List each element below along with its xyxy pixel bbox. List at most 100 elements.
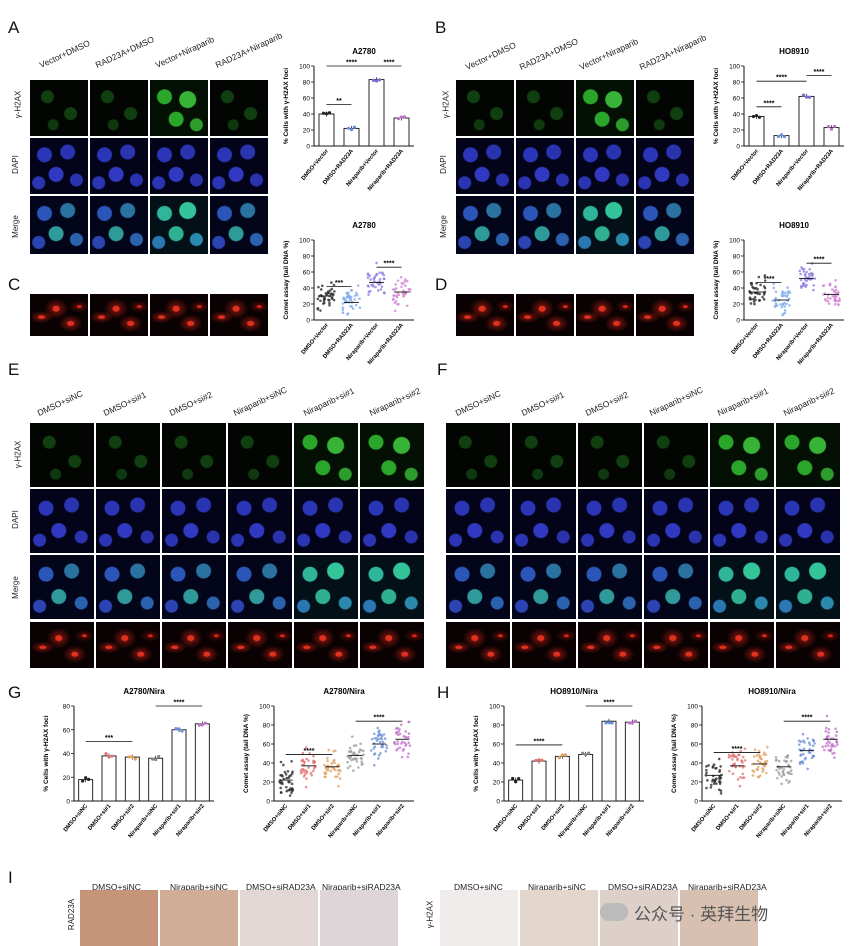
e-dapi-image (30, 489, 94, 553)
data-point (826, 740, 830, 743)
data-point (366, 276, 370, 279)
data-point (330, 762, 333, 765)
a-col-label: Vector+Niraparib (153, 34, 216, 70)
data-point (778, 767, 781, 770)
data-point (328, 289, 332, 292)
data-point (743, 759, 747, 762)
e-merge-image (228, 555, 292, 619)
data-point (797, 739, 801, 743)
data-point (783, 308, 787, 312)
data-point (801, 267, 804, 271)
data-point (358, 748, 362, 752)
data-point (832, 289, 836, 292)
data-point (350, 289, 353, 292)
data-point (808, 747, 812, 751)
b-dapi-image (516, 138, 574, 194)
data-point (756, 765, 760, 769)
data-point (368, 274, 372, 278)
i-ihc-image (80, 890, 158, 946)
y-tick-label: 80 (303, 80, 311, 87)
data-point (798, 761, 802, 764)
data-point (311, 769, 315, 773)
panel-label-f: F (437, 360, 448, 379)
data-point (321, 111, 326, 115)
e-gh2ax-image (360, 423, 424, 487)
data-point (774, 296, 777, 300)
data-point (711, 778, 715, 781)
bar (148, 757, 164, 802)
data-point (338, 768, 341, 772)
data-point (762, 298, 766, 301)
chart-a-comet: A2780 Comet assay (tail DNA %) 0 20 40 60 80 10… (283, 221, 414, 366)
data-point (300, 768, 304, 771)
data-point (377, 757, 380, 760)
data-point (776, 134, 781, 139)
e-comet-image (360, 622, 424, 668)
data-point (736, 778, 740, 781)
significance-label: *** (105, 735, 113, 742)
data-point (307, 759, 310, 762)
data-point (761, 770, 764, 773)
data-point (288, 780, 291, 784)
b-col-label: RAD23A+DMSO (517, 36, 580, 72)
data-point (316, 297, 320, 301)
data-point (344, 297, 347, 301)
e-merge-image (30, 555, 94, 619)
data-point (316, 307, 320, 311)
data-point (731, 772, 735, 776)
f-col-label: DMSO+si#2 (583, 389, 630, 418)
data-point (337, 763, 340, 767)
data-point (727, 756, 731, 759)
data-point (354, 291, 358, 295)
data-point (780, 782, 783, 786)
y-tick-label: 100 (729, 64, 740, 71)
data-point (837, 302, 840, 306)
data-point (329, 292, 333, 296)
data-point (347, 750, 351, 753)
i-ihc-image (520, 890, 598, 946)
data-point (748, 297, 752, 301)
data-point (334, 749, 337, 753)
data-point (833, 756, 836, 760)
data-point (729, 755, 733, 758)
data-point (353, 758, 356, 761)
data-point (754, 114, 759, 118)
significance-label: **** (732, 746, 743, 753)
data-point (380, 271, 384, 274)
data-point (352, 744, 356, 748)
data-point (831, 744, 835, 748)
data-point (774, 755, 778, 759)
y-tick-label: 60 (733, 270, 741, 277)
data-point (330, 287, 334, 291)
data-point (741, 755, 745, 759)
data-point (775, 304, 779, 307)
bar (393, 117, 410, 147)
data-point (305, 771, 308, 775)
x-tick-label: DMSO+si#2 (739, 803, 764, 831)
y-axis-label: Comet assay (tail DNA %) (713, 241, 720, 320)
significance-label: **** (604, 700, 615, 707)
bar (194, 723, 210, 802)
data-point (383, 737, 387, 740)
data-point (302, 760, 306, 764)
data-point (752, 770, 756, 773)
b-dapi-image (576, 138, 634, 194)
data-point (407, 720, 410, 724)
y-axis-label: % Cells with γ-H2AX foci (473, 715, 480, 791)
data-point (357, 750, 361, 754)
data-point (782, 135, 787, 139)
data-point (403, 741, 406, 745)
bar (554, 755, 570, 802)
data-point (799, 753, 803, 756)
data-point (732, 755, 736, 759)
data-point (366, 272, 370, 275)
i-row-label: RAD23A (67, 898, 77, 931)
data-point (806, 737, 809, 740)
data-point (759, 283, 762, 287)
data-point (337, 772, 341, 776)
bar (798, 95, 815, 147)
data-point (718, 777, 721, 781)
data-point (710, 783, 713, 787)
data-point (741, 761, 744, 764)
data-point (828, 283, 832, 287)
